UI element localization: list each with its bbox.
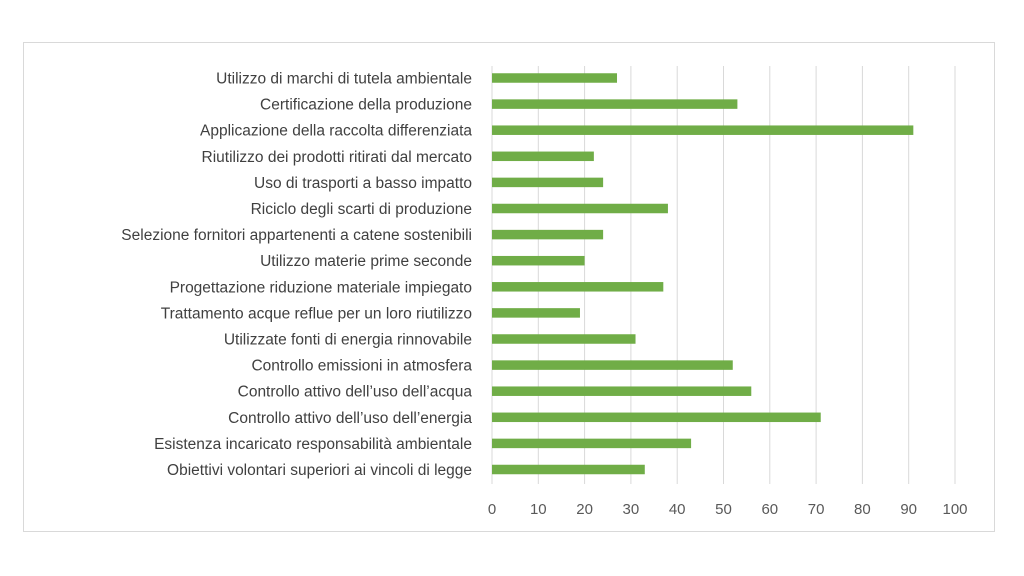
x-tick-label: 70 (808, 501, 825, 518)
bar (492, 334, 636, 344)
bar (492, 308, 580, 318)
x-axis-tick-labels: 0 10 20 30 40 50 60 70 80 90 100 (488, 501, 968, 518)
x-tick-label: 40 (669, 501, 686, 518)
category-label: Controllo attivo dell’uso dell’acqua (238, 384, 473, 401)
category-label: Esistenza incaricato responsabilità ambi… (154, 436, 472, 453)
category-labels: Utilizzo di marchi di tutela ambientale C… (121, 71, 472, 480)
x-tick-label: 0 (488, 501, 496, 518)
x-tick-label: 80 (854, 501, 871, 518)
bars (492, 73, 914, 475)
bar (492, 203, 668, 214)
x-tick-label: 90 (900, 501, 917, 518)
bar (492, 229, 604, 240)
category-label: Controllo emissioni in atmosfera (251, 358, 472, 375)
bar (492, 255, 585, 266)
category-label: Selezione fornitori appartenenti a caten… (121, 227, 472, 244)
x-tick-label: 30 (623, 501, 640, 518)
category-label: Applicazione della raccolta differenziat… (200, 123, 472, 140)
category-label: Utilizzate fonti di energia rinnovabile (224, 332, 472, 349)
category-label: Utilizzo materie prime seconde (260, 253, 472, 270)
category-label: Trattamento acque reflue per un loro riu… (161, 305, 472, 322)
bar (492, 99, 738, 109)
bar (492, 282, 664, 292)
bar (492, 151, 594, 162)
category-label: Controllo attivo dell’uso dell’energia (228, 410, 472, 427)
x-tick-label: 20 (576, 501, 593, 518)
category-label: Progettazione riduzione materiale impieg… (170, 279, 472, 296)
category-label: Certificazione della produzione (260, 97, 472, 114)
bar (492, 464, 645, 475)
category-label: Riciclo degli scarti di produzione (251, 201, 472, 218)
category-label: Obiettivi volontari superiori ai vincoli… (167, 462, 472, 479)
bar (492, 438, 692, 449)
x-tick-label: 60 (761, 501, 778, 518)
bar (492, 177, 604, 188)
bar (492, 125, 914, 135)
category-label: Riutilizzo dei prodotti ritirati dal mer… (202, 149, 473, 166)
category-label: Utilizzo di marchi di tutela ambientale (216, 71, 472, 88)
bar (492, 412, 821, 423)
x-tick-label: 10 (530, 501, 547, 518)
x-tick-label: 50 (715, 501, 732, 518)
bar (492, 386, 752, 396)
bar (492, 360, 733, 370)
category-label: Uso di trasporti a basso impatto (254, 175, 472, 192)
x-tick-label: 100 (942, 501, 967, 518)
bar (492, 73, 618, 83)
